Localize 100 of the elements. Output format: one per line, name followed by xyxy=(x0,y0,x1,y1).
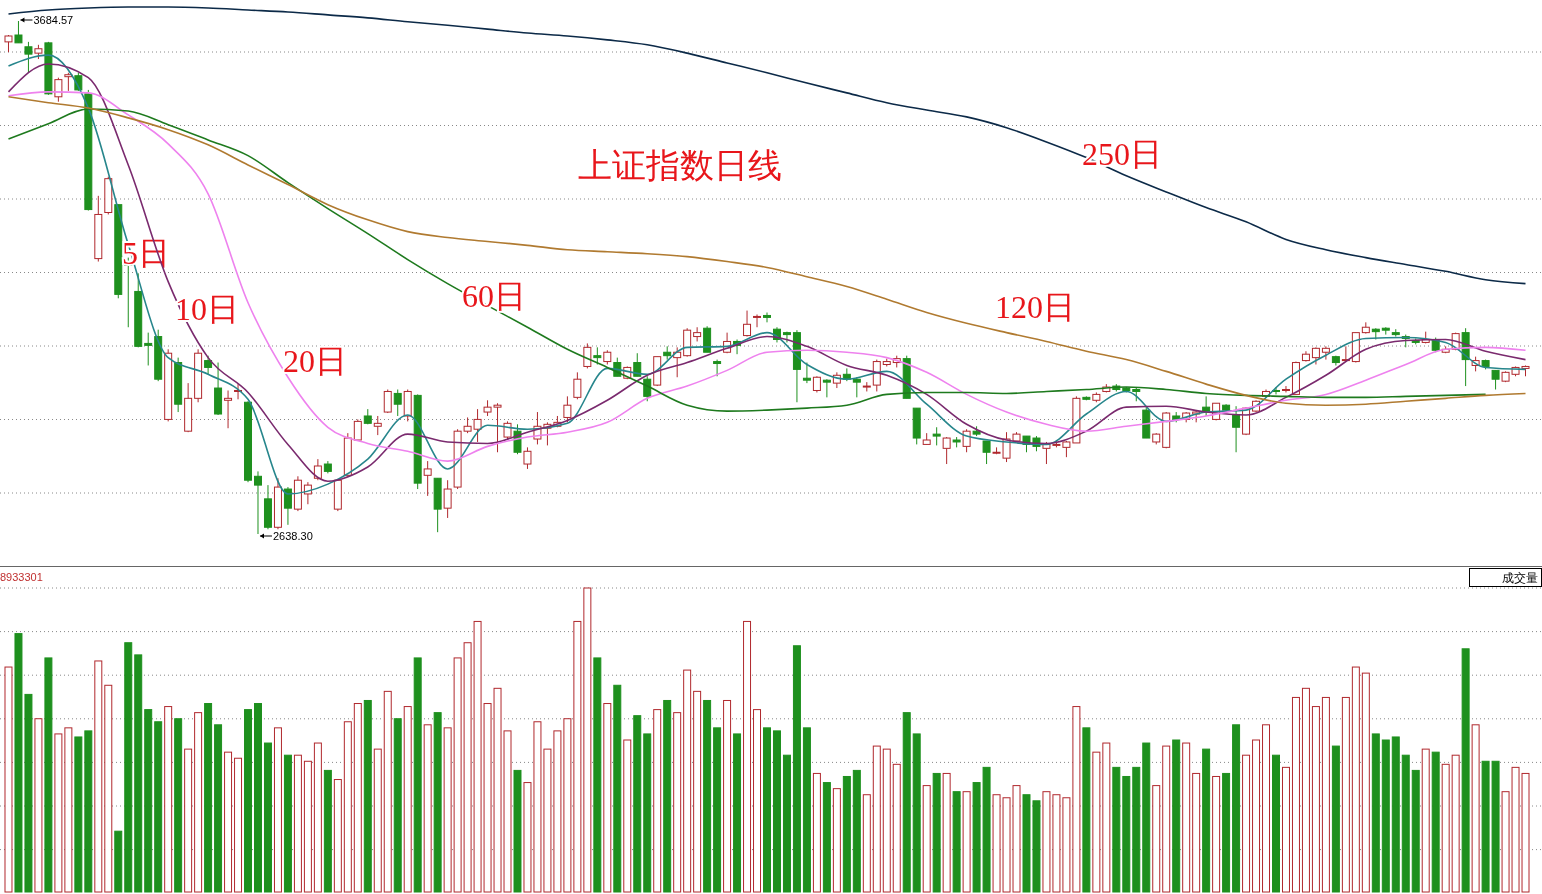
candlestick xyxy=(144,332,153,366)
bar xyxy=(403,706,412,893)
bar xyxy=(254,703,262,893)
candlestick xyxy=(64,72,73,92)
bar xyxy=(882,748,891,893)
bar xyxy=(224,751,233,893)
candlestick xyxy=(523,446,532,470)
bar xyxy=(703,699,712,893)
series-label: 120日 xyxy=(995,289,1075,325)
candlestick xyxy=(204,355,213,375)
chart-title: 成交量 xyxy=(1502,571,1538,585)
bar xyxy=(194,712,203,893)
bar xyxy=(134,654,143,893)
candlestick xyxy=(423,460,432,497)
bar xyxy=(373,748,382,893)
candlestick xyxy=(802,362,811,384)
bar xyxy=(1341,696,1350,893)
bar xyxy=(164,706,173,893)
candlestick xyxy=(373,415,382,436)
bar xyxy=(1411,769,1420,893)
series-label: 20日 xyxy=(283,343,347,379)
bar xyxy=(94,660,103,893)
bar xyxy=(1272,754,1280,893)
candlestick xyxy=(1321,345,1330,361)
bar xyxy=(633,715,642,893)
bar xyxy=(1351,666,1360,893)
bar xyxy=(323,769,332,893)
bar xyxy=(1301,687,1310,893)
bar xyxy=(832,788,841,893)
bar xyxy=(1391,736,1400,893)
bar xyxy=(932,772,941,893)
bar xyxy=(772,730,781,893)
candlestick xyxy=(1281,385,1290,393)
bar xyxy=(1431,751,1440,893)
candlestick xyxy=(224,389,233,429)
bar xyxy=(1232,724,1241,893)
candlestick xyxy=(872,359,881,392)
bar xyxy=(1152,785,1161,893)
bar xyxy=(902,712,911,893)
bar xyxy=(1471,724,1480,893)
bar xyxy=(114,830,123,893)
bar xyxy=(802,727,811,893)
candlestick xyxy=(822,378,831,398)
bar xyxy=(413,657,422,893)
bar xyxy=(1122,775,1131,893)
bar xyxy=(643,733,652,893)
candlestick xyxy=(782,331,791,343)
candlestick xyxy=(393,389,402,417)
bar xyxy=(353,703,362,893)
bar xyxy=(862,794,871,893)
candlestick xyxy=(693,326,702,342)
bar xyxy=(1212,775,1221,893)
bar xyxy=(1381,739,1390,893)
bar xyxy=(513,769,522,893)
bar xyxy=(1461,648,1470,893)
bar xyxy=(962,791,971,893)
bar xyxy=(1321,696,1330,893)
candlestick xyxy=(254,470,262,535)
candlestick xyxy=(14,20,23,44)
bar xyxy=(333,779,342,893)
bar xyxy=(1082,727,1091,893)
bar xyxy=(263,742,272,893)
bar xyxy=(214,724,223,893)
bar xyxy=(1192,772,1201,893)
text: 8933301 xyxy=(0,571,43,583)
bar xyxy=(423,724,432,893)
bar xyxy=(363,699,372,893)
bar xyxy=(1401,754,1410,893)
bar xyxy=(623,739,632,893)
bar xyxy=(174,718,183,893)
bar xyxy=(952,791,961,893)
bar xyxy=(313,742,322,893)
candlestick xyxy=(1232,405,1241,453)
bar xyxy=(942,772,951,893)
bar xyxy=(283,754,292,893)
candlestick xyxy=(283,486,292,526)
bar xyxy=(234,757,243,893)
bar xyxy=(1371,733,1380,893)
candlestick xyxy=(443,479,452,519)
bar xyxy=(912,733,921,893)
bar xyxy=(1311,706,1320,893)
candlestick xyxy=(1491,369,1500,390)
bar xyxy=(84,730,93,893)
bar xyxy=(822,782,831,893)
candlestick xyxy=(573,371,582,400)
bar xyxy=(753,709,762,893)
bar xyxy=(693,690,702,893)
bar xyxy=(74,736,83,893)
bar xyxy=(892,763,901,893)
bar xyxy=(4,666,13,893)
bar xyxy=(593,657,602,893)
bar xyxy=(653,709,662,893)
bar xyxy=(144,709,153,893)
candlestick xyxy=(713,359,722,377)
bar xyxy=(44,657,53,893)
candlestick xyxy=(753,313,762,328)
annotation: 3684.57 xyxy=(33,14,74,26)
bar xyxy=(293,754,302,893)
bar xyxy=(673,712,682,893)
bar xyxy=(1162,745,1171,893)
